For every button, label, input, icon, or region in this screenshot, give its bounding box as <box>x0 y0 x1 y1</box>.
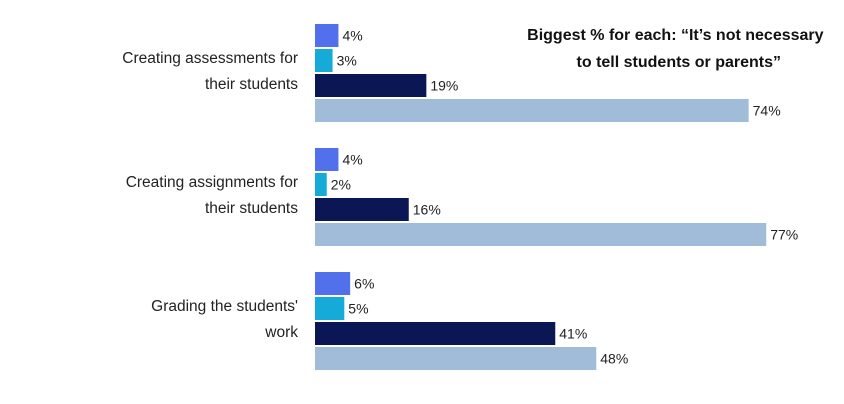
bar <box>315 223 767 246</box>
category-label: Grading the students' work <box>151 298 298 341</box>
data-label: 19% <box>430 78 458 94</box>
data-label: 41% <box>559 326 587 342</box>
bars-layer <box>315 24 767 370</box>
data-label: 16% <box>413 202 441 218</box>
data-label: 6% <box>354 276 374 292</box>
bar <box>315 49 333 72</box>
chart-annotation: Biggest % for each: “It’s not necessary … <box>527 27 828 71</box>
category-label-line: work <box>264 324 298 341</box>
bar <box>315 198 409 221</box>
bar <box>315 347 597 370</box>
data-label: 48% <box>600 351 628 367</box>
bar <box>315 272 351 295</box>
data-label: 5% <box>348 301 368 317</box>
data-label: 74% <box>753 103 781 119</box>
data-label: 4% <box>342 28 362 44</box>
bar <box>315 322 556 345</box>
chart-annotation-line-1: Biggest % for each: “It’s not necessary <box>527 27 823 44</box>
category-label-line: Creating assessments for <box>122 50 298 67</box>
category-label: Creating assignments for their students <box>126 174 299 217</box>
category-label-line: their students <box>205 200 298 217</box>
category-label: Creating assessments for their students <box>122 50 298 93</box>
category-label-line: their students <box>205 76 298 93</box>
labels-layer: Creating assessments for their students 4%… <box>122 28 798 367</box>
data-label: 3% <box>337 53 357 69</box>
bar <box>315 24 339 47</box>
data-label: 2% <box>331 177 351 193</box>
bar <box>315 148 339 171</box>
data-label: 4% <box>342 152 362 168</box>
bar <box>315 297 345 320</box>
bar <box>315 74 427 97</box>
chart-annotation-line-2: to tell students or parents” <box>577 54 781 71</box>
category-label-line: Grading the students' <box>151 298 298 315</box>
data-label: 77% <box>770 227 798 243</box>
bar <box>315 173 327 196</box>
bar <box>315 99 749 122</box>
category-label-line: Creating assignments for <box>126 174 298 191</box>
